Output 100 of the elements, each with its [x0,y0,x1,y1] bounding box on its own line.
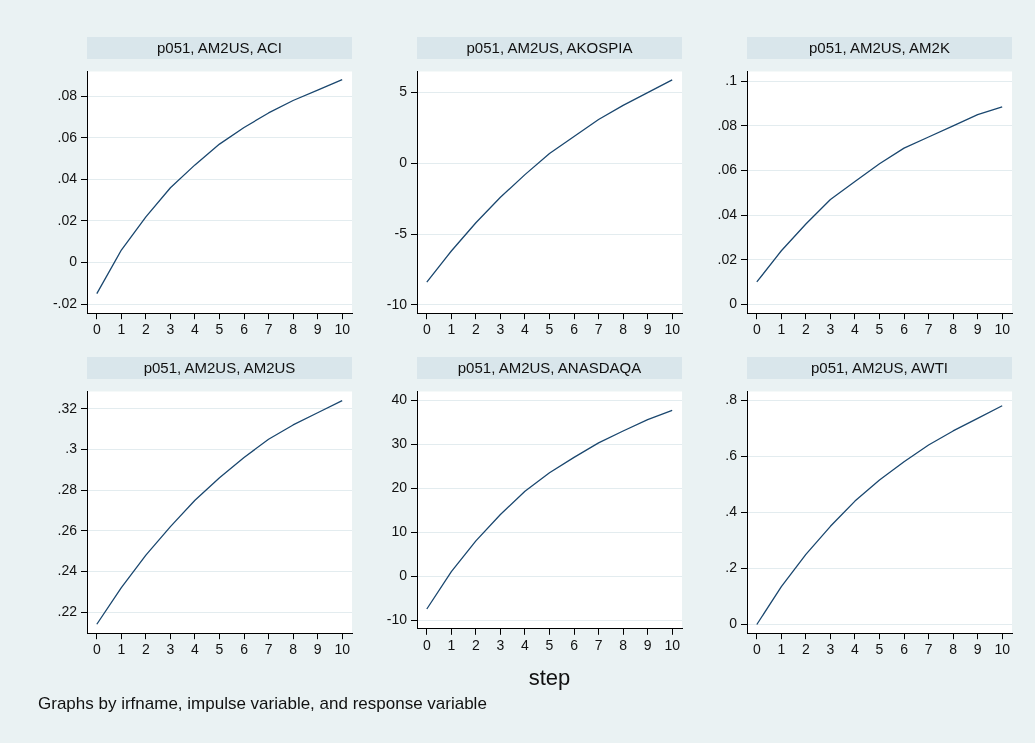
x-tick-label: 9 [973,641,982,658]
x-tick-label: 2 [141,641,150,658]
y-tick-label: -10 [386,295,408,312]
x-tick-label: 8 [289,321,298,338]
x-tick-label: 5 [215,641,224,658]
x-tick-label: 3 [826,641,835,658]
y-tick-label: .24 [57,562,78,579]
x-tick-label: 6 [240,641,249,658]
y-tick-label: .06 [717,161,738,178]
x-tick-label: 0 [422,321,431,338]
chart-title: p051, AM2US, AM2US [87,357,352,379]
x-tick-label: 6 [900,321,909,338]
x-tick-label: 7 [924,321,933,338]
x-tick-label: 2 [471,321,480,338]
x-tick-label: 6 [570,637,579,654]
y-tick-label: -10 [386,610,408,627]
chart-title: p051, AM2US, ANASDAQA [417,357,682,379]
x-tick-label: 3 [496,637,505,654]
x-tick-label: 0 [752,321,761,338]
x-tick-label: 8 [289,641,298,658]
y-tick-label: .08 [57,87,78,104]
x-tick-label: 5 [545,321,554,338]
y-tick-label: .02 [717,250,738,267]
y-tick-label: 30 [391,435,408,452]
x-tick-label: 6 [900,641,909,658]
x-tick-label: 2 [801,641,810,658]
x-tick-label: 9 [973,321,982,338]
x-tick-label: 10 [994,321,1011,338]
x-tick-label: 5 [875,641,884,658]
y-tick-label: .8 [725,390,738,407]
y-tick-label: .32 [57,399,78,416]
y-tick-label: 20 [391,478,408,495]
x-tick-label: 3 [166,321,175,338]
x-tick-label: 7 [264,641,273,658]
y-tick-label: .06 [57,128,78,145]
y-tick-label: .2 [725,559,738,576]
x-tick-label: 2 [141,321,150,338]
x-tick-label: 0 [422,637,431,654]
x-tick-label: 5 [215,321,224,338]
x-tick-label: 0 [92,321,101,338]
x-tick-label: 6 [240,321,249,338]
x-tick-label: 9 [313,641,322,658]
x-tick-label: 5 [875,321,884,338]
y-tick-label: -.02 [52,294,78,311]
x-tick-label: 1 [447,321,456,338]
y-tick-label: .02 [57,211,78,228]
x-tick-label: 3 [826,321,835,338]
y-tick-label: 0 [69,253,78,270]
x-tick-label: 9 [643,637,652,654]
x-tick-label: 0 [92,641,101,658]
y-tick-label: .28 [57,480,78,497]
y-tick-label: 0 [399,154,408,171]
y-tick-label: -5 [394,224,408,241]
x-tick-label: 1 [117,321,126,338]
x-tick-label: 4 [851,641,860,658]
y-tick-label: 5 [399,83,408,100]
text: Graphs by irfname, impulse variable, and response variable [38,694,487,714]
x-tick-label: 1 [447,637,456,654]
x-tick-label: 3 [166,641,175,658]
x-tick-label: 5 [545,637,554,654]
x-tick-label: 2 [801,321,810,338]
x-tick-label: 8 [619,321,628,338]
x-axis-title: step [528,664,571,690]
y-tick-label: 40 [391,391,408,408]
y-tick-label: .26 [57,521,78,538]
x-tick-label: 8 [949,321,958,338]
x-tick-label: 7 [924,641,933,658]
x-tick-label: 9 [643,321,652,338]
x-tick-label: 3 [496,321,505,338]
y-tick-label: .04 [717,205,738,222]
y-tick-label: .1 [725,72,738,89]
x-tick-label: 10 [994,641,1011,658]
x-tick-label: 7 [594,321,603,338]
y-tick-label: .08 [717,116,738,133]
x-tick-label: 7 [264,321,273,338]
x-tick-label: 10 [334,321,351,338]
chart-title: p051, AM2US, AWTI [747,357,1012,379]
y-tick-label: .22 [57,602,78,619]
x-tick-label: 1 [777,321,786,338]
y-tick-label: .4 [725,503,738,520]
x-tick-label: 7 [594,637,603,654]
x-tick-label: 1 [777,641,786,658]
y-tick-label: .3 [65,440,78,457]
chart-title: p051, AM2US, AKOSPIA [417,37,682,59]
x-tick-label: 6 [570,321,579,338]
x-tick-label: 10 [664,321,681,338]
y-tick-label: .04 [57,170,78,187]
x-tick-label: 1 [117,641,126,658]
x-tick-label: 10 [664,637,681,654]
x-tick-label: 8 [949,641,958,658]
y-tick-label: 0 [729,615,738,632]
x-tick-label: 8 [619,637,628,654]
x-tick-label: 4 [191,321,200,338]
x-tick-label: 4 [851,321,860,338]
chart-title: p051, AM2US, ACI [87,37,352,59]
y-tick-label: .6 [725,447,738,464]
x-tick-label: 0 [752,641,761,658]
x-tick-label: 2 [471,637,480,654]
x-tick-label: 4 [521,637,530,654]
x-tick-label: 10 [334,641,351,658]
